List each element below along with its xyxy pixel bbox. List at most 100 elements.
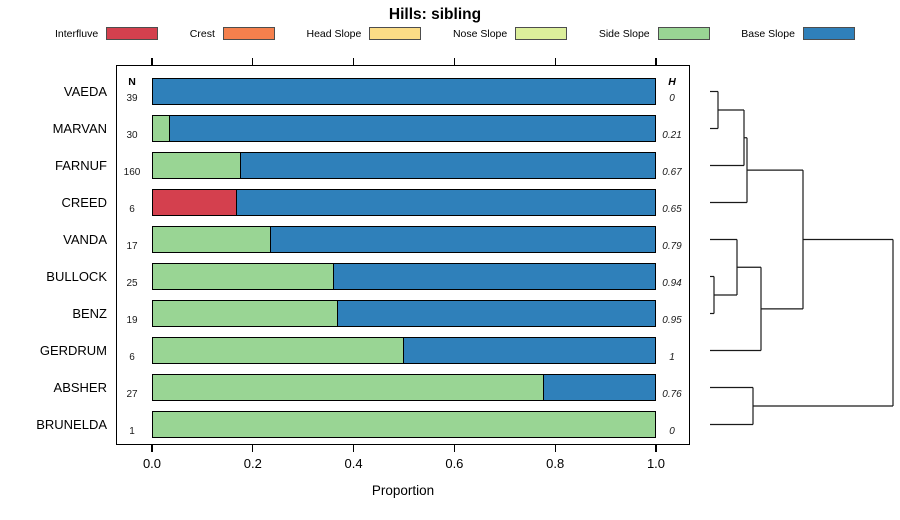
n-value: 160 (123, 167, 141, 178)
n-value: 1 (129, 426, 135, 437)
legend-label: Crest (189, 27, 215, 40)
n-value: 39 (126, 93, 138, 104)
x-axis-top-tick (353, 58, 355, 65)
h-value: 0 (669, 426, 675, 437)
legend-swatch-icon (657, 27, 710, 40)
stacked-bar-vaeda (152, 78, 656, 105)
legend-swatch-icon (369, 27, 422, 40)
h-value: 0.67 (662, 167, 682, 178)
legend-label: Head Slope (306, 27, 362, 40)
stacked-bar-gerdrum (152, 337, 656, 364)
n-value: 6 (129, 204, 135, 215)
bar-segment (153, 338, 404, 363)
category-label-brunelda: BRUNELDA (36, 416, 107, 432)
h-value: 0.94 (662, 278, 682, 289)
category-label-marvan: MARVAN (52, 120, 107, 136)
h-value: 0.76 (662, 389, 682, 400)
bar-segment (337, 301, 655, 326)
legend-swatch-icon (802, 27, 855, 40)
category-label-gerdrum: GERDRUM (39, 342, 107, 358)
chart-title: Hills: sibling (388, 6, 482, 23)
bar-segment (333, 264, 655, 289)
h-value: 1 (669, 352, 675, 363)
stacked-bar-bullock (152, 263, 656, 290)
legend: Interfluve Crest Head Slope Nose Slope Side … (55, 25, 855, 42)
legend-item-side-slope: Side Slope (599, 27, 710, 40)
bar-segment (153, 153, 241, 178)
n-column-header: N (128, 76, 136, 88)
x-axis-top-tick (252, 58, 254, 65)
n-value: 6 (129, 352, 135, 363)
legend-label: Nose Slope (452, 27, 508, 40)
stacked-bar-creed (152, 189, 656, 216)
bar-segment (153, 412, 655, 437)
category-label-vanda: VANDA (63, 231, 107, 247)
bar-segment (153, 264, 334, 289)
x-axis-tick-label: 1.0 (646, 456, 666, 471)
legend-item-head-slope: Head Slope (306, 27, 422, 40)
x-axis-bottom-tick (554, 445, 556, 452)
bar-segment (153, 79, 655, 104)
x-axis-bottom-tick (353, 445, 355, 452)
n-value: 17 (126, 241, 138, 252)
bar-segment (153, 301, 338, 326)
x-axis-bottom-tick (453, 445, 455, 452)
bar-segment (543, 375, 655, 400)
x-axis-top-tick (151, 58, 153, 65)
stacked-bar-absher (152, 374, 656, 401)
bar-segment (153, 227, 271, 252)
legend-label: Base Slope (741, 27, 795, 40)
category-label-farnuf: FARNUF (55, 157, 107, 173)
category-label-creed: CREED (61, 194, 107, 210)
category-label-vaeda: VAEDA (63, 83, 107, 99)
legend-item-nose-slope: Nose Slope (452, 27, 568, 40)
h-value: 0.95 (662, 315, 682, 326)
legend-label: Side Slope (598, 27, 650, 40)
n-value: 19 (126, 315, 138, 326)
legend-swatch-icon (515, 27, 568, 40)
legend-label: Interfluve (55, 27, 99, 40)
bar-segment (153, 190, 237, 215)
h-value: 0 (669, 93, 675, 104)
h-column-header: H (668, 76, 676, 88)
h-value: 0.79 (662, 241, 682, 252)
legend-swatch-icon (106, 27, 159, 40)
x-axis-bottom-tick (252, 445, 254, 452)
bar-segment (270, 227, 655, 252)
h-value: 0.21 (662, 130, 682, 141)
x-axis-tick-label: 0.2 (243, 456, 262, 471)
legend-swatch-icon (222, 27, 275, 40)
x-axis-tick-label: 0.8 (546, 456, 565, 471)
n-value: 27 (126, 389, 138, 400)
x-axis-label: Proportion (371, 483, 435, 498)
legend-item-interfluve: Interfluve (55, 27, 159, 40)
n-value: 30 (126, 130, 138, 141)
bar-segment (153, 116, 170, 141)
x-axis-top-tick (655, 58, 657, 65)
bar-segment (236, 190, 655, 215)
bar-segment (169, 116, 655, 141)
bar-segment (153, 375, 544, 400)
h-value: 0.65 (662, 204, 682, 215)
stacked-bar-farnuf (152, 152, 656, 179)
stacked-bar-benz (152, 300, 656, 327)
stacked-bar-vanda (152, 226, 656, 253)
stacked-bar-brunelda (152, 411, 656, 438)
x-axis-top-tick (554, 58, 556, 65)
bar-segment (240, 153, 655, 178)
legend-item-crest: Crest (190, 27, 275, 40)
category-label-absher: ABSHER (53, 379, 107, 395)
n-value: 25 (126, 278, 138, 289)
x-axis-tick-label: 0.0 (142, 456, 162, 471)
category-label-bullock: BULLOCK (46, 268, 107, 284)
x-axis-bottom-tick (655, 445, 657, 452)
bar-segment (404, 338, 655, 363)
x-axis-bottom-tick (151, 445, 153, 452)
category-label-benz: BENZ (72, 305, 107, 321)
stacked-bar-marvan (152, 115, 656, 142)
legend-item-base-slope: Base Slope (741, 27, 855, 40)
x-axis-tick-label: 0.6 (445, 456, 464, 471)
x-axis-tick-label: 0.4 (344, 456, 363, 471)
x-axis-top-tick (453, 58, 455, 65)
